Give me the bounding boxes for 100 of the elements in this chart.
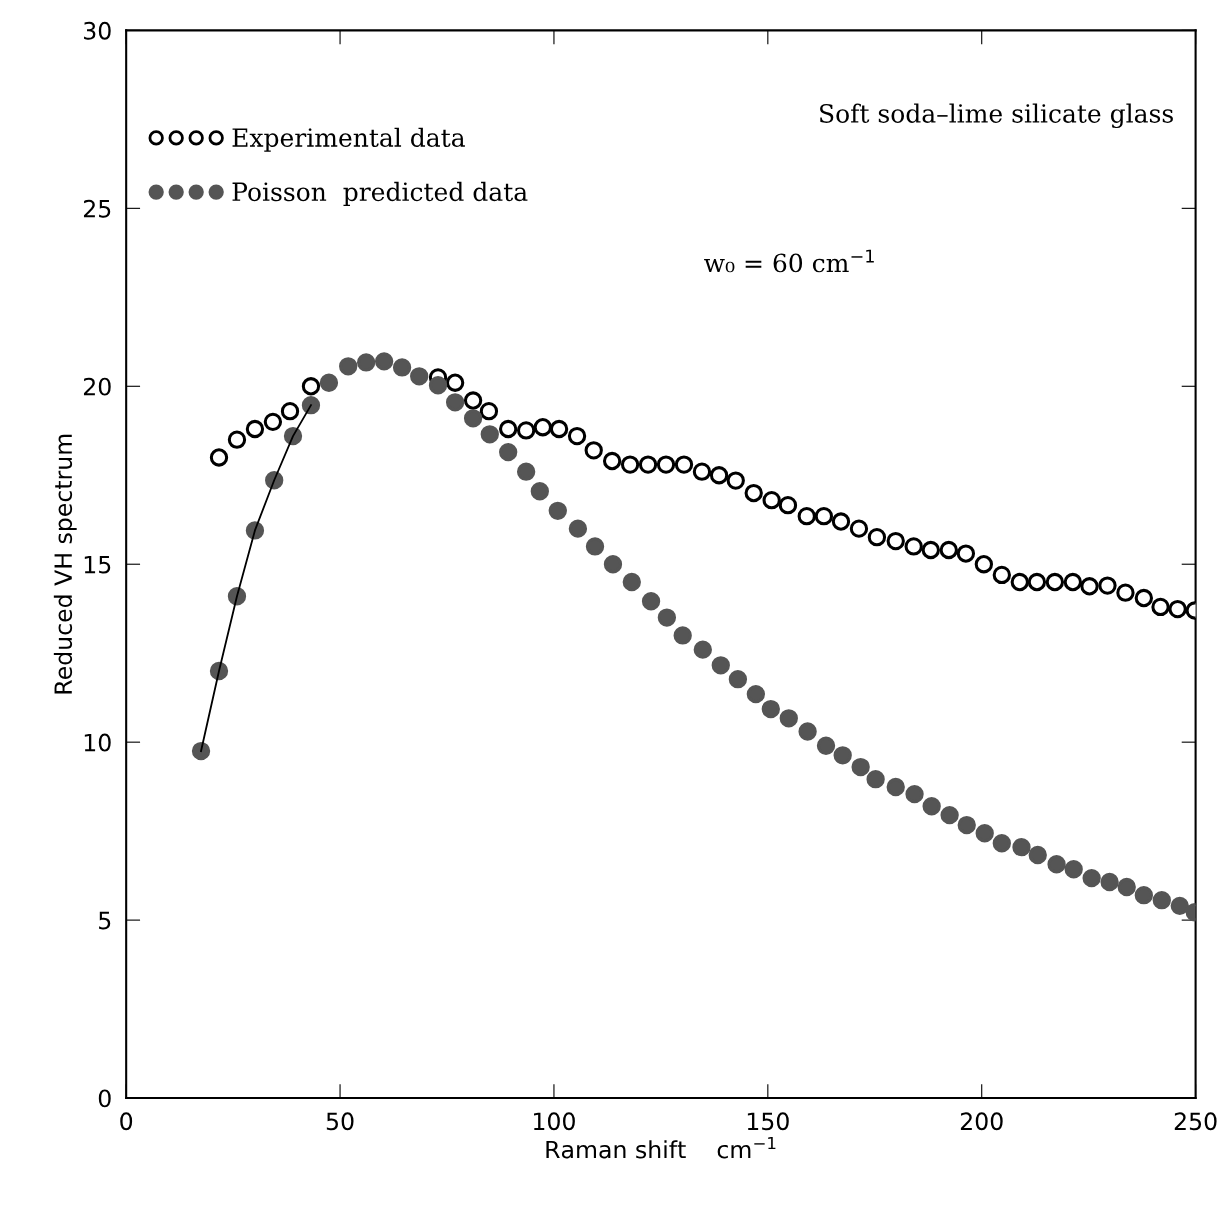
point [1100, 872, 1119, 892]
point [904, 537, 923, 556]
point [1045, 572, 1065, 592]
point [620, 455, 640, 474]
point [568, 519, 588, 538]
point [939, 540, 958, 560]
point [463, 409, 483, 428]
point [779, 709, 798, 728]
x-tick-label: 100 [534, 1112, 575, 1131]
point [726, 471, 745, 490]
x-tick-label: 150 [747, 1112, 789, 1131]
point [1012, 837, 1031, 857]
point [191, 741, 211, 761]
point [622, 572, 641, 592]
point [1134, 886, 1154, 905]
y-tick-label: 15 [84, 555, 111, 574]
point [849, 519, 869, 538]
point [831, 512, 851, 531]
point [499, 442, 518, 462]
point [585, 537, 605, 556]
point [227, 430, 247, 449]
point [516, 462, 536, 481]
point [280, 402, 300, 421]
point [584, 441, 603, 460]
point [1064, 860, 1083, 879]
point [548, 501, 567, 521]
point [516, 421, 536, 440]
y-tick-label: 10 [84, 733, 111, 752]
annotation: w₀ = 60 cm$^{−1}$ [704, 249, 874, 273]
point [533, 418, 552, 437]
point [940, 805, 959, 825]
point [816, 736, 836, 755]
point [833, 746, 852, 765]
point [693, 640, 712, 659]
y-axis-title: Reduced VH spectrum [53, 434, 77, 694]
legend-label: Poisson predicted data [232, 181, 528, 207]
point [851, 757, 870, 777]
point [339, 357, 358, 376]
point [866, 770, 885, 789]
point [746, 684, 766, 704]
point [778, 495, 798, 515]
point [1152, 891, 1171, 910]
y-tick-label: 30 [84, 21, 111, 40]
point [1063, 572, 1082, 592]
legend-label: Experimental data [232, 127, 465, 152]
point [499, 419, 518, 439]
point [301, 377, 321, 396]
point [886, 777, 905, 797]
point [445, 373, 465, 392]
point [814, 507, 834, 526]
point [744, 483, 763, 503]
point [1134, 588, 1154, 608]
point [905, 784, 924, 804]
point [567, 426, 587, 446]
point [638, 455, 658, 474]
point [1168, 599, 1187, 619]
point [301, 395, 321, 415]
point [641, 592, 661, 611]
x-tick-label: 250 [1174, 1112, 1217, 1131]
x-tick-label: 50 [326, 1112, 354, 1131]
point [761, 699, 780, 719]
point [1082, 868, 1101, 888]
point [673, 626, 692, 645]
point [1117, 877, 1136, 897]
point [602, 451, 622, 471]
point [867, 528, 887, 547]
point [1028, 845, 1047, 865]
point [1116, 583, 1135, 602]
x-axis-title: Raman shift cm$^{−1}$ [546, 1137, 776, 1159]
point [319, 373, 339, 392]
point [728, 670, 748, 689]
point [798, 722, 817, 741]
point [922, 797, 941, 816]
point [975, 824, 994, 843]
point [410, 367, 429, 386]
x-tick-label: 200 [960, 1112, 1003, 1131]
point [1170, 896, 1189, 916]
point [657, 608, 677, 627]
point [992, 565, 1011, 585]
y-tick-label: 20 [83, 377, 111, 396]
annotation: Soft soda–lime silicate glass [820, 103, 1173, 129]
point [530, 482, 549, 501]
point [445, 393, 465, 412]
x-tick-label: 0 [120, 1112, 133, 1131]
point [549, 419, 569, 439]
point [209, 448, 229, 467]
point [709, 466, 729, 485]
point [1047, 855, 1066, 874]
point [1080, 577, 1099, 596]
point [956, 544, 976, 563]
y-tick-label: 25 [83, 199, 111, 218]
point [1010, 572, 1029, 592]
point [674, 455, 694, 474]
point [1098, 576, 1117, 595]
point [1151, 597, 1170, 617]
point [428, 376, 448, 395]
point [711, 656, 730, 675]
point [245, 419, 265, 439]
point [762, 491, 781, 510]
point [263, 412, 283, 432]
